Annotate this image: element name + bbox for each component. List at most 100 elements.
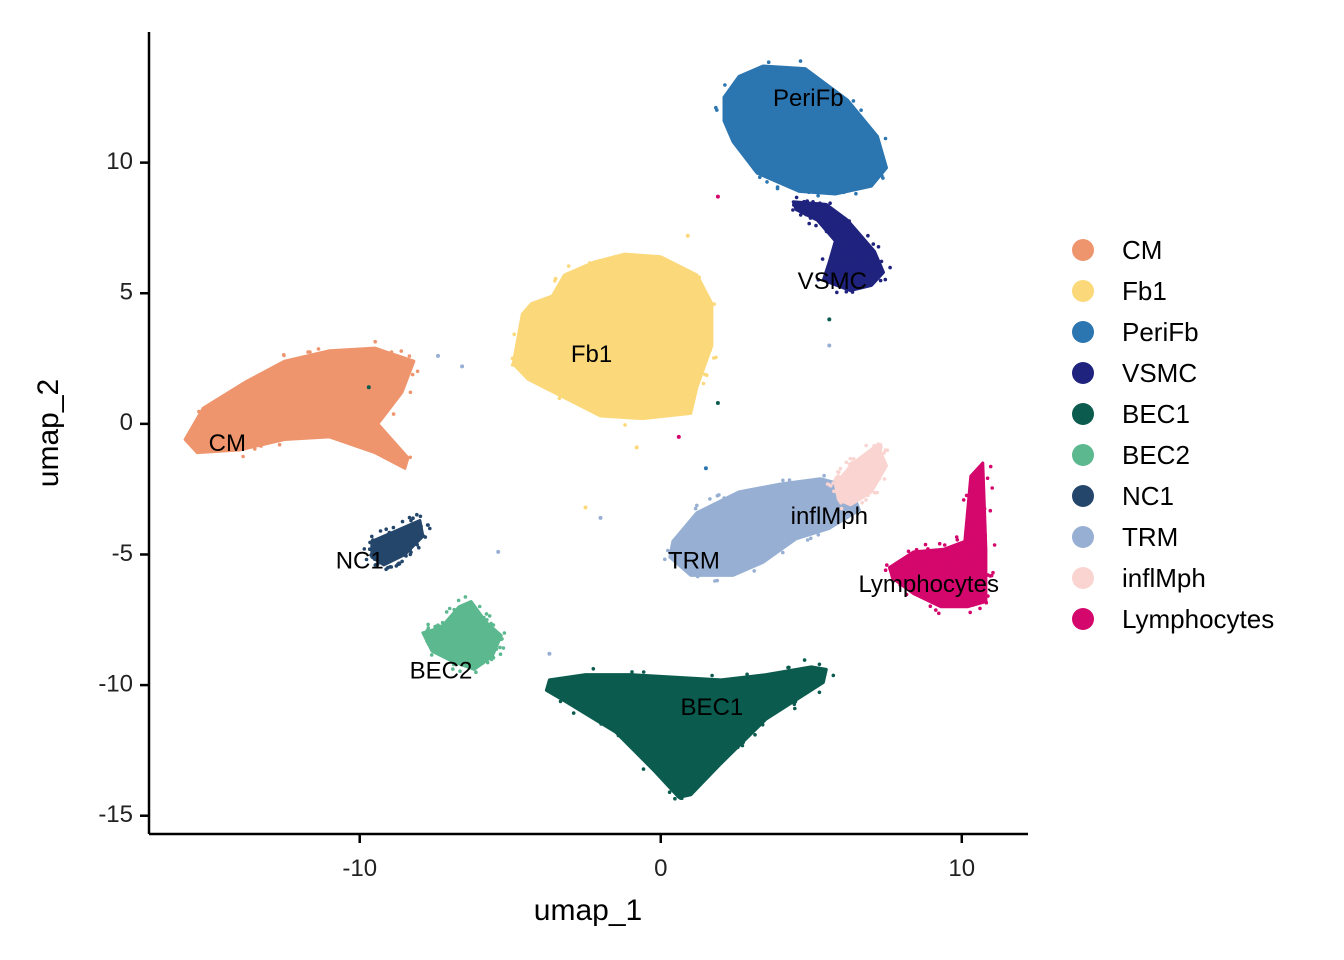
cluster-bec2-point <box>485 660 490 665</box>
cluster-inflmph-point <box>855 494 859 499</box>
cluster-nc1-point <box>376 548 381 553</box>
cluster-perifb-point <box>728 101 732 105</box>
cluster-vsmc-point <box>804 208 809 213</box>
cluster-cm-point <box>244 420 248 424</box>
x-tick-label: 0 <box>654 855 667 882</box>
cluster-trm-point <box>693 523 698 527</box>
cluster-lymphocytes-point <box>919 550 924 555</box>
cluster-bec2-point <box>484 629 489 634</box>
cluster-nc1-point <box>400 559 404 564</box>
cluster-bec1-point <box>666 747 671 751</box>
cluster-perifb-point <box>854 191 858 196</box>
cluster-vsmc-point <box>798 213 803 217</box>
cluster-vsmc-point <box>853 239 857 244</box>
cluster-vsmc-point <box>856 278 860 283</box>
cluster-trm-point <box>692 542 696 547</box>
legend-item-cm: CM <box>1072 235 1162 265</box>
cluster-bec2-point <box>465 658 470 663</box>
cluster-nc1-point <box>397 561 401 565</box>
cluster-lymphocytes-point <box>952 602 956 606</box>
cluster-inflmph-point <box>883 448 888 453</box>
cluster-bec1-point <box>641 680 646 684</box>
cluster-bec1-point <box>707 760 712 765</box>
cluster-perifb-point <box>816 193 820 198</box>
cluster-perifb-point <box>772 163 777 167</box>
cluster-fb1-point <box>574 379 579 384</box>
cluster-bec1-point <box>702 721 707 726</box>
cluster-perifb-point <box>874 137 878 142</box>
cluster-trm-point <box>715 493 720 498</box>
cluster-bec1-point <box>637 689 642 694</box>
cluster-nc1-point <box>400 548 405 552</box>
cluster-bec1-point <box>694 747 698 751</box>
cluster-cm-point <box>404 457 409 462</box>
cluster-perifb-point <box>747 108 751 113</box>
cluster-bec1-point <box>760 719 764 724</box>
cluster-fb1-point <box>555 296 559 300</box>
cluster-lymphocytes-point <box>904 564 909 569</box>
cluster-trm-point <box>683 529 688 534</box>
cluster-nc1-point <box>378 529 383 533</box>
cluster-cm-point <box>316 347 321 351</box>
cluster-lymphocytes-point <box>898 583 902 587</box>
cluster-perifb-point <box>809 157 814 161</box>
cluster-inflmph-point <box>870 459 875 463</box>
cluster-fb1-point <box>655 271 660 276</box>
cluster-vsmc-points <box>791 195 892 295</box>
cluster-bec2-point <box>455 631 459 635</box>
cluster-perifb-point <box>859 108 863 112</box>
cluster-perifb-point <box>753 103 757 108</box>
outlier-point <box>634 445 639 450</box>
cluster-bec2-point <box>426 642 431 646</box>
cluster-lymphocytes-point <box>951 563 955 567</box>
cluster-inflmph-point <box>851 457 856 461</box>
cluster-lymphocytes-point <box>897 568 902 572</box>
legend-item-perifb: PeriFb <box>1072 317 1199 347</box>
y-axis-ticks: 10 5 0 -5 -10 -15 <box>98 148 149 828</box>
cluster-perifb-point <box>883 136 888 141</box>
cluster-fb1-point <box>624 306 629 311</box>
cluster-bec1-point <box>755 714 759 718</box>
cluster-cm-point <box>324 433 329 437</box>
legend-item-bec1: BEC1 <box>1072 399 1190 429</box>
cluster-bec1-point <box>609 699 613 703</box>
cluster-inflmph-point <box>860 500 864 505</box>
cluster-cm-point <box>253 447 257 451</box>
cluster-perifb-points <box>714 59 888 198</box>
cluster-nc1-point <box>386 565 391 570</box>
cluster-cm-point <box>296 417 301 421</box>
cluster-inflmph-point <box>840 491 844 495</box>
cluster-perifb-point <box>851 99 856 103</box>
cluster-fb1-point <box>591 286 596 291</box>
cluster-bec1-point <box>785 679 790 684</box>
cluster-bec2-point <box>468 665 472 670</box>
cluster-label-bec2: BEC2 <box>410 657 473 684</box>
cluster-nc1-point <box>380 551 385 555</box>
cluster-vsmc-point <box>868 258 873 263</box>
cluster-fb1-point <box>686 407 691 412</box>
cluster-trm-point <box>785 528 789 532</box>
cluster-bec1-points <box>544 658 836 801</box>
cluster-bec1-point <box>698 735 703 739</box>
cluster-vsmc-point <box>866 233 870 238</box>
cluster-vsmc-point <box>855 260 859 264</box>
cluster-inflmph-point <box>850 476 855 481</box>
cluster-inflmph-point <box>831 481 835 485</box>
cluster-perifb-point <box>834 166 839 170</box>
cluster-vsmc-point <box>874 261 879 266</box>
cluster-fb1-point <box>642 413 647 418</box>
cluster-bec2-point <box>447 606 452 611</box>
cluster-cm-point <box>359 438 364 443</box>
cluster-trm-point <box>816 486 821 491</box>
cluster-trm-point <box>722 539 727 543</box>
cluster-lymphocytes-point <box>935 556 939 560</box>
cluster-fb1-point <box>672 355 677 360</box>
cluster-cm-point <box>320 383 325 388</box>
cluster-vsmc-point <box>863 270 868 275</box>
cluster-cm-point <box>346 426 351 431</box>
cluster-trm-point <box>736 507 740 511</box>
cluster-lymphocytes-point <box>918 568 923 572</box>
cluster-bec2-point <box>461 660 465 664</box>
outlier-point <box>703 466 708 471</box>
cluster-trm-point <box>832 501 836 506</box>
